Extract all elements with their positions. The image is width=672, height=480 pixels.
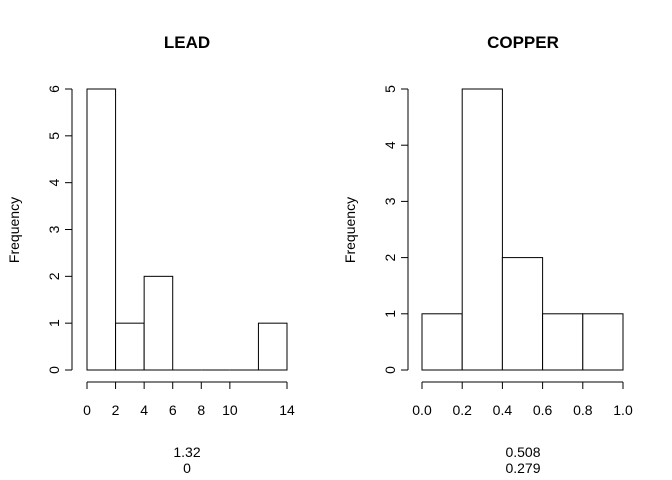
copper-annotation-2: 0.279 <box>505 460 540 476</box>
lead-x-tick-label: 0 <box>83 402 91 418</box>
lead-x-tick-label: 6 <box>169 402 177 418</box>
copper-x-tick-label: 0.0 <box>412 402 432 418</box>
copper-x-tick-label: 1.0 <box>613 402 633 418</box>
copper-x-tick-label: 0.4 <box>493 402 513 418</box>
copper-annotation-1: 0.508 <box>505 444 540 460</box>
copper-bars <box>421 88 624 371</box>
lead-bar <box>257 322 288 371</box>
copper-bar <box>421 313 463 371</box>
lead-bar <box>86 88 117 371</box>
copper-y-axis: 0 1 2 3 4 5 <box>382 85 409 374</box>
copper-y-tick-label: 5 <box>382 85 398 93</box>
lead-x-tick-label: 4 <box>140 402 148 418</box>
copper-x-axis: 0.0 0.2 0.4 0.6 0.8 1.0 <box>412 381 633 418</box>
lead-annotation-1: 1.32 <box>173 444 200 460</box>
lead-x-tick-label: 8 <box>197 402 205 418</box>
copper-y-tick-label: 0 <box>382 366 398 374</box>
copper-bar <box>542 313 584 371</box>
lead-title: LEAD <box>164 33 210 52</box>
lead-x-tick-label: 10 <box>222 402 238 418</box>
copper-bar <box>501 257 544 371</box>
lead-y-tick-label: 3 <box>46 225 62 233</box>
copper-bar <box>461 88 503 371</box>
copper-y-tick-label: 3 <box>382 197 398 205</box>
copper-title: COPPER <box>487 33 559 52</box>
copper-x-tick-label: 0.2 <box>452 402 472 418</box>
lead-ylabel: Frequency <box>6 197 22 263</box>
copper-x-tick-label: 0.6 <box>533 402 553 418</box>
lead-bar <box>115 322 145 371</box>
lead-annotation-2: 0 <box>183 460 191 476</box>
lead-y-tick-label: 6 <box>46 85 62 93</box>
lead-y-tick-label: 5 <box>46 132 62 140</box>
lead-bar <box>143 275 174 371</box>
lead-y-tick-label: 4 <box>46 179 62 187</box>
lead-y-axis: 0 1 2 3 4 5 6 <box>46 85 73 374</box>
copper-panel: COPPER Frequency 0 1 2 3 4 5 0.0 0.2 0.4 0.6 0.8 1… <box>342 33 633 476</box>
lead-x-axis: 0 2 4 6 8 10 14 <box>83 381 295 418</box>
copper-x-tick-label: 0.8 <box>573 402 593 418</box>
copper-y-tick-label: 1 <box>382 310 398 318</box>
lead-y-tick-label: 1 <box>46 319 62 327</box>
copper-y-tick-label: 4 <box>382 141 398 149</box>
copper-y-tick-label: 2 <box>382 253 398 261</box>
lead-y-tick-label: 2 <box>46 272 62 280</box>
lead-panel: LEAD Frequency 0 1 2 3 4 5 6 0 2 4 6 8 10 14 1.32 0 <box>6 33 295 476</box>
lead-y-tick-label: 0 <box>46 366 62 374</box>
lead-x-tick-label: 2 <box>112 402 120 418</box>
lead-x-tick-label: 14 <box>279 402 295 418</box>
copper-ylabel: Frequency <box>342 197 358 263</box>
lead-bars <box>86 88 288 371</box>
copper-bar <box>582 313 624 371</box>
